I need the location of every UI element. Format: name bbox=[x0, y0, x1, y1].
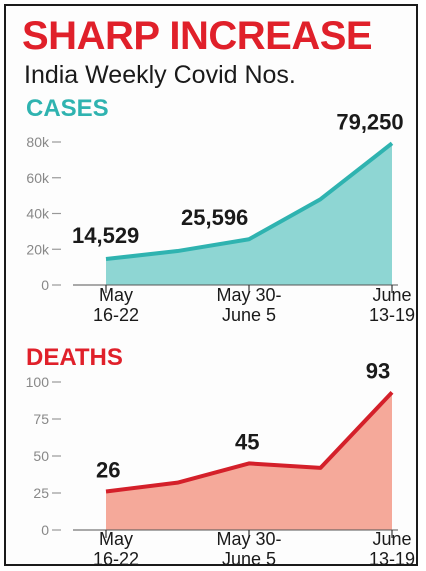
deaths-xtick-label: 13-19 bbox=[369, 549, 415, 569]
deaths-data-label: 45 bbox=[235, 429, 259, 454]
cases-data-label: 14,529 bbox=[72, 223, 139, 248]
cases-ytick-label: 0 bbox=[41, 277, 49, 293]
cases-ytick-label: 80k bbox=[26, 134, 50, 150]
deaths-xtick-label: 16-22 bbox=[93, 549, 139, 569]
cases-ytick-label: 60k bbox=[26, 170, 50, 186]
subhead: India Weekly Covid Nos. bbox=[24, 61, 296, 89]
deaths-area bbox=[106, 392, 392, 530]
cases-title: CASES bbox=[26, 95, 109, 122]
deaths-data-label: 93 bbox=[366, 358, 390, 383]
cases-xtick-label: June bbox=[372, 285, 411, 305]
deaths-xtick-label: May bbox=[99, 529, 133, 549]
cases-data-label: 79,250 bbox=[336, 109, 403, 134]
cases-area bbox=[106, 143, 392, 285]
deaths-ytick-label: 75 bbox=[33, 411, 49, 427]
deaths-title: DEATHS bbox=[26, 344, 123, 371]
cases-xtick-label: June 5 bbox=[222, 305, 276, 325]
deaths-ytick-label: 25 bbox=[33, 485, 49, 501]
cases-ytick-label: 40k bbox=[26, 206, 50, 222]
cases-xtick-label: May bbox=[99, 285, 133, 305]
deaths-ytick-label: 50 bbox=[33, 448, 49, 464]
cases-xtick-label: 13-19 bbox=[369, 305, 415, 325]
deaths-ytick-label: 0 bbox=[41, 522, 49, 538]
cases-line bbox=[105, 141, 394, 262]
deaths-xtick-label: June bbox=[372, 529, 411, 549]
cases-ytick-label: 20k bbox=[26, 241, 50, 257]
deaths-xtick-label: May 30- bbox=[216, 529, 281, 549]
cases-xtick-label: 16-22 bbox=[93, 305, 139, 325]
deaths-xtick-label: June 5 bbox=[222, 549, 276, 569]
headline: SHARP INCREASE bbox=[22, 14, 373, 58]
deaths-data-label: 26 bbox=[96, 458, 120, 483]
cases-xtick-label: May 30- bbox=[216, 285, 281, 305]
deaths-ytick-label: 100 bbox=[26, 374, 50, 390]
deaths-line bbox=[105, 390, 394, 494]
cases-data-label: 25,596 bbox=[181, 205, 248, 230]
